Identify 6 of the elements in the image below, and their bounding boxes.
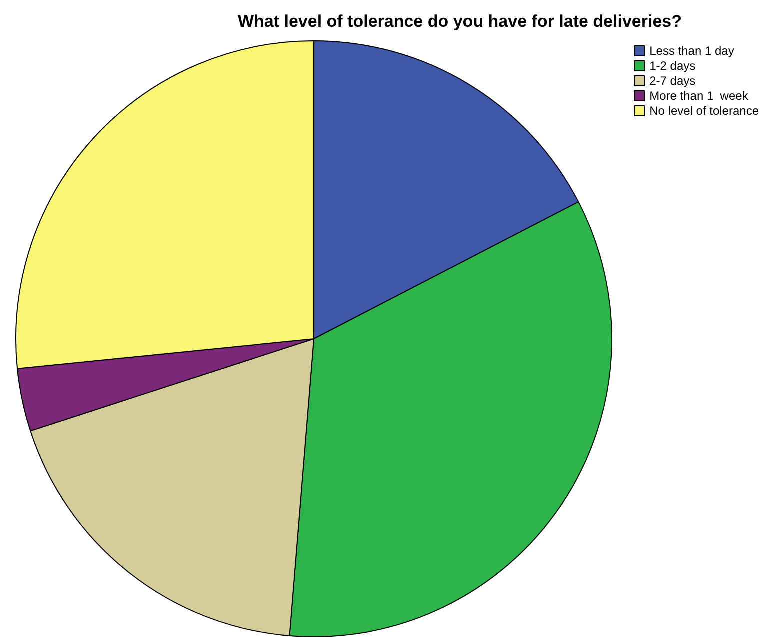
legend-label: Less than 1 day [650, 44, 734, 58]
legend-label: 1-2 days [650, 59, 696, 73]
chart-title: What level of tolerance do you have for late deliveries? [238, 12, 682, 31]
legend-label: 2-7 days [650, 74, 696, 88]
legend-label: No level of tolerance [650, 104, 760, 118]
legend-label: More than 1 week [650, 89, 750, 103]
